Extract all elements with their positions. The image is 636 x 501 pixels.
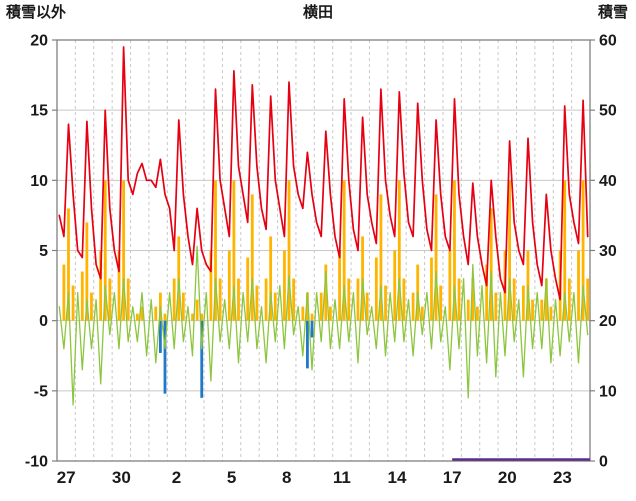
right-axis-tick-label: 10 xyxy=(599,383,617,400)
x-axis-tick-label: 23 xyxy=(553,468,572,487)
left-axis-tick-label: -5 xyxy=(34,383,48,400)
right-axis-title: 積雪 xyxy=(597,4,628,21)
right-axis-tick-label: 40 xyxy=(599,173,617,190)
x-axis-tick-label: 8 xyxy=(282,468,291,487)
left-axis-tick-label: -10 xyxy=(25,454,48,471)
right-axis-tick-label: 20 xyxy=(599,313,617,330)
x-axis-tick-label: 5 xyxy=(227,468,236,487)
left-axis-tick-label: 20 xyxy=(30,33,48,50)
series-blue-bars xyxy=(158,320,314,398)
series-green-spiky-line xyxy=(58,245,589,406)
x-axis-tick-label: 17 xyxy=(443,468,462,487)
left-axis-tick-label: 5 xyxy=(39,243,48,260)
left-axis-tick-label: 0 xyxy=(39,313,48,330)
right-axis-tick-label: 0 xyxy=(599,454,608,471)
x-axis-tick-label: 14 xyxy=(388,468,407,487)
axis-ticks xyxy=(52,39,595,462)
x-axis-tick-label: 2 xyxy=(172,468,181,487)
left-axis-tick-label: 10 xyxy=(30,173,48,190)
x-axis-tick-label: 30 xyxy=(112,468,131,487)
left-axis-tick-label: 15 xyxy=(30,103,48,120)
x-axis-tick-label: 11 xyxy=(333,468,351,487)
x-axis-tick-label: 27 xyxy=(57,468,76,487)
left-axis-title: 積雪以外 xyxy=(6,4,67,21)
right-axis-tick-label: 60 xyxy=(599,33,617,50)
x-axis-tick-label: 20 xyxy=(498,468,517,487)
right-axis-tick-label: 30 xyxy=(599,243,617,260)
chart-title: 横田 xyxy=(302,4,333,21)
right-axis-tick-label: 50 xyxy=(599,103,617,120)
series-red-temperature-line xyxy=(58,46,589,301)
